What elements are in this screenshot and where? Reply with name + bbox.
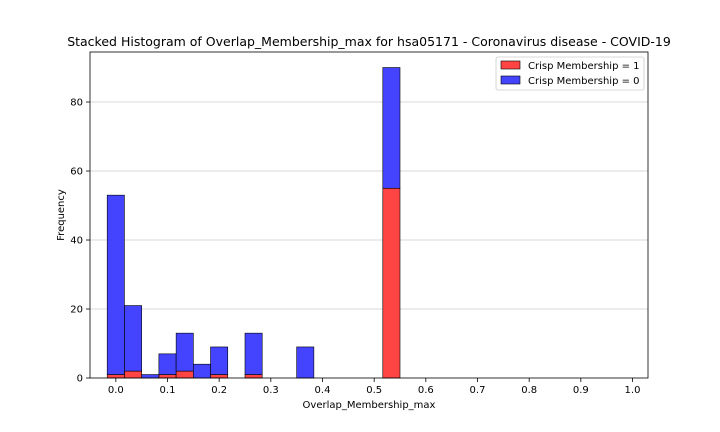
bar-crisp-1 bbox=[210, 374, 229, 379]
grid-lines bbox=[90, 101, 648, 310]
y-tick-label: 20 bbox=[70, 305, 83, 316]
y-tick-label: 80 bbox=[70, 98, 83, 109]
bar-crisp-1 bbox=[106, 374, 125, 379]
x-tick-label: 0.8 bbox=[521, 385, 537, 396]
x-tick-label: 0.7 bbox=[470, 385, 486, 396]
bar-crisp-0 bbox=[106, 194, 125, 375]
bar-crisp-0 bbox=[124, 305, 142, 372]
x-axis-ticks: 0.0 0.1 0.2 0.3 0.4 0.5 0.6 0.7 0.8 0.9 1.0 bbox=[108, 378, 641, 396]
x-tick-label: 0.5 bbox=[366, 385, 382, 396]
bar-crisp-0 bbox=[175, 332, 194, 372]
legend-label-crisp-1: Crisp Membership = 1 bbox=[528, 61, 640, 72]
bar-crisp-1 bbox=[158, 374, 177, 379]
bar-crisp-0 bbox=[193, 363, 211, 379]
bar-crisp-0 bbox=[296, 346, 315, 379]
y-axis-ticks: 0 20 40 60 80 bbox=[70, 98, 90, 385]
bar-crisp-1 bbox=[175, 370, 194, 379]
y-tick-label: 0 bbox=[77, 374, 83, 385]
bar-crisp-0 bbox=[382, 67, 401, 189]
x-tick-label: 0.9 bbox=[573, 385, 589, 396]
legend-label-crisp-0: Crisp Membership = 0 bbox=[528, 76, 640, 87]
x-tick-label: 0.4 bbox=[315, 385, 331, 396]
bar-crisp-1 bbox=[244, 374, 263, 379]
y-axis-label: Frequency bbox=[56, 189, 67, 241]
x-axis-label: Overlap_Membership_max bbox=[303, 400, 436, 411]
x-tick-label: 1.0 bbox=[625, 385, 641, 396]
x-tick-label: 0.3 bbox=[263, 385, 279, 396]
y-tick-label: 60 bbox=[70, 167, 83, 178]
x-tick-label: 0.2 bbox=[211, 385, 227, 396]
bar-crisp-0 bbox=[141, 374, 160, 379]
legend-swatch-crisp-0 bbox=[500, 75, 521, 85]
bar-crisp-1 bbox=[382, 187, 401, 379]
legend-swatch-crisp-1 bbox=[500, 60, 521, 70]
bar-crisp-0 bbox=[210, 346, 229, 375]
bar-crisp-0 bbox=[158, 353, 177, 375]
x-tick-label: 0.0 bbox=[108, 385, 124, 396]
x-tick-label: 0.1 bbox=[160, 385, 176, 396]
bar-crisp-1 bbox=[124, 370, 142, 379]
bars bbox=[106, 67, 401, 379]
y-tick-label: 40 bbox=[70, 236, 83, 247]
bar-crisp-0 bbox=[244, 332, 263, 375]
legend-box bbox=[495, 56, 645, 91]
plot-area-frame bbox=[89, 51, 649, 379]
legend: Crisp Membership = 1 Crisp Membership = … bbox=[495, 56, 645, 91]
chart-title: Stacked Histogram of Overlap_Membership_… bbox=[67, 34, 671, 49]
x-tick-label: 0.6 bbox=[418, 385, 434, 396]
